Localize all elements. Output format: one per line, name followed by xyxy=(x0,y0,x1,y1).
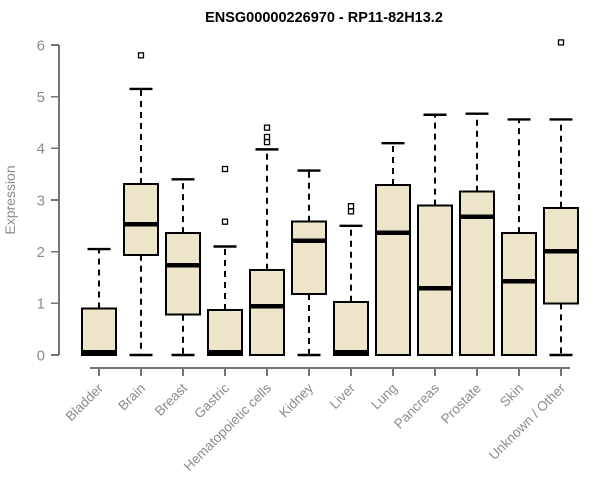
x-tick-label: Breast xyxy=(152,380,190,418)
x-tick-label: Liver xyxy=(327,380,359,412)
box xyxy=(543,206,579,305)
box xyxy=(375,184,411,356)
y-tick-label: 2 xyxy=(37,244,45,261)
outlier-point xyxy=(263,133,271,141)
x-tick-label: Unknown / Other xyxy=(486,380,569,463)
y-tick-label: 4 xyxy=(37,141,45,158)
box xyxy=(417,204,453,356)
box xyxy=(123,182,159,256)
box xyxy=(81,307,117,356)
box xyxy=(165,232,201,316)
x-tick-label: Prostate xyxy=(438,381,484,427)
y-tick-label: 6 xyxy=(37,37,45,54)
outlier-point xyxy=(557,39,565,46)
box xyxy=(291,220,327,296)
x-tick-label: Gastric xyxy=(191,380,232,421)
outlier-point xyxy=(221,218,229,225)
x-tick-label: Skin xyxy=(497,381,526,410)
x-tick-label: Lung xyxy=(368,381,400,413)
x-tick-label: Brain xyxy=(115,381,148,414)
x-tick-label: Bladder xyxy=(63,380,107,424)
box xyxy=(333,300,369,356)
box xyxy=(207,309,243,356)
outlier-point xyxy=(347,203,355,210)
y-tick-label: 3 xyxy=(37,192,45,209)
box xyxy=(501,232,537,356)
y-tick-label: 0 xyxy=(37,347,45,364)
outlier-point xyxy=(263,124,271,131)
outlier-point xyxy=(263,138,271,146)
outlier-point xyxy=(347,208,355,215)
x-tick-label: Kidney xyxy=(276,380,316,420)
outlier-point xyxy=(137,52,145,59)
y-axis-label: Expression xyxy=(2,165,18,234)
y-tick-label: 5 xyxy=(37,89,45,106)
x-tick-label: Pancreas xyxy=(391,380,442,431)
box xyxy=(459,190,495,356)
chart-title: ENSG00000226970 - RP11-82H13.2 xyxy=(205,10,443,26)
outlier-point xyxy=(221,165,229,173)
box xyxy=(249,268,285,356)
y-tick-label: 1 xyxy=(37,296,45,313)
